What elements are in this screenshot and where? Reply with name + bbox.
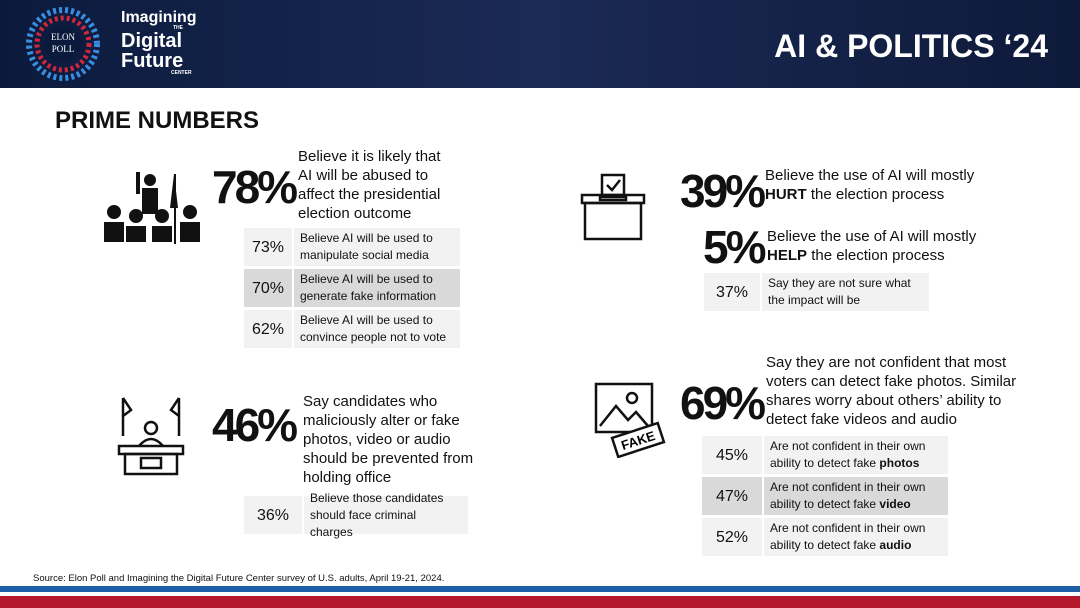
section-title: PRIME NUMBERS xyxy=(55,107,260,134)
stat-value: 46% xyxy=(212,399,298,451)
crowd-icon xyxy=(104,172,200,244)
stat-text-part: Believe the use of AI will mostly xyxy=(767,228,977,245)
detail-row: 70% Believe AI will be used to generate f… xyxy=(244,269,460,307)
detail-text: Believe AI will be used to generate fake… xyxy=(292,269,460,307)
footer-stripe xyxy=(0,596,1080,608)
detail-emphasis: audio xyxy=(879,538,912,552)
brand: Imagining THE Digital Future CENTER xyxy=(121,10,197,76)
brand-small: THE xyxy=(173,25,183,31)
stat-emphasis: HELP xyxy=(767,247,808,264)
footer-stripe xyxy=(0,586,1080,592)
detail-row: 47% Are not confident in their own abilit… xyxy=(702,477,948,515)
detail-value: 62% xyxy=(251,320,285,338)
stat-text-part: the election process xyxy=(810,186,945,203)
detail-text: Are not confident in their own ability t… xyxy=(762,477,948,515)
detail-text-part: Are not confident in their own ability t… xyxy=(770,480,926,511)
stat-value: 69% xyxy=(680,377,766,429)
footer-stripe xyxy=(0,592,1080,596)
detail-value: 52% xyxy=(715,528,749,546)
header-title: AI & POLITICS ‘24 xyxy=(774,28,1048,64)
detail-value: 73% xyxy=(251,238,285,256)
brand-line: Future xyxy=(121,50,184,72)
stat-text: Believe the use of AI will mostly HURT t… xyxy=(765,166,995,204)
detail-row: 45% Are not confident in their own abilit… xyxy=(702,436,948,474)
detail-text: Believe AI will be used to convince peop… xyxy=(292,310,460,348)
ballot-box-icon xyxy=(580,173,646,241)
detail-value: 36% xyxy=(256,506,290,524)
detail-emphasis: photos xyxy=(879,456,920,470)
header-band: ELON POLL Imagining THE Digital Future C… xyxy=(0,0,1080,88)
detail-row: 36% Believe those candidates should face … xyxy=(244,491,468,539)
detail-text: Say they are not sure what the impact wi… xyxy=(760,273,929,311)
detail-row: 62% Believe AI will be used to convince p… xyxy=(244,310,460,348)
stat-emphasis: HURT xyxy=(765,186,807,203)
detail-emphasis: video xyxy=(879,497,911,511)
stat-text: Believe it is likely that AI will be abu… xyxy=(298,148,441,222)
detail-text: Are not confident in their own ability t… xyxy=(762,518,948,556)
detail-text: Believe those candidates should face cri… xyxy=(302,491,468,539)
stat-text: Believe the use of AI will mostly HELP t… xyxy=(767,227,997,265)
brand-line: Imagining xyxy=(121,9,197,26)
detail-value: 70% xyxy=(251,279,285,297)
logo-icon: ELON POLL xyxy=(26,7,100,81)
detail-value: 37% xyxy=(715,283,749,301)
stat-text: Say they are not confident that most vot… xyxy=(766,354,1017,428)
podium-icon xyxy=(117,397,185,476)
source: Source: Elon Poll and Imagining the Digi… xyxy=(33,573,445,584)
stat-text: Say candidates who maliciously alter or … xyxy=(303,393,474,486)
detail-text-part: Are not confident in their own ability t… xyxy=(770,439,926,470)
fake-photo-icon: FAKE xyxy=(594,382,666,458)
logo-bottom: POLL xyxy=(52,44,75,54)
stat-value: 5% xyxy=(703,221,767,273)
detail-value: 47% xyxy=(715,487,749,505)
detail-row: 37% Say they are not sure what the impact… xyxy=(704,273,929,311)
detail-text: Believe AI will be used to manipulate so… xyxy=(292,228,460,266)
detail-row: 73% Believe AI will be used to manipulate… xyxy=(244,228,460,266)
detail-row: 52% Are not confident in their own abilit… xyxy=(702,518,948,556)
brand-line: Digital xyxy=(121,30,183,52)
stat-text-part: Believe the use of AI will mostly xyxy=(765,167,975,184)
brand-small: CENTER xyxy=(171,70,192,76)
stat-value: 78% xyxy=(212,161,298,213)
logo-top: ELON xyxy=(51,32,75,42)
detail-value: 45% xyxy=(715,446,749,464)
stat-value: 39% xyxy=(680,165,766,217)
detail-text: Are not confident in their own ability t… xyxy=(762,436,948,474)
detail-text-part: Are not confident in their own ability t… xyxy=(770,521,926,552)
stat-text-part: the election process xyxy=(811,247,945,264)
